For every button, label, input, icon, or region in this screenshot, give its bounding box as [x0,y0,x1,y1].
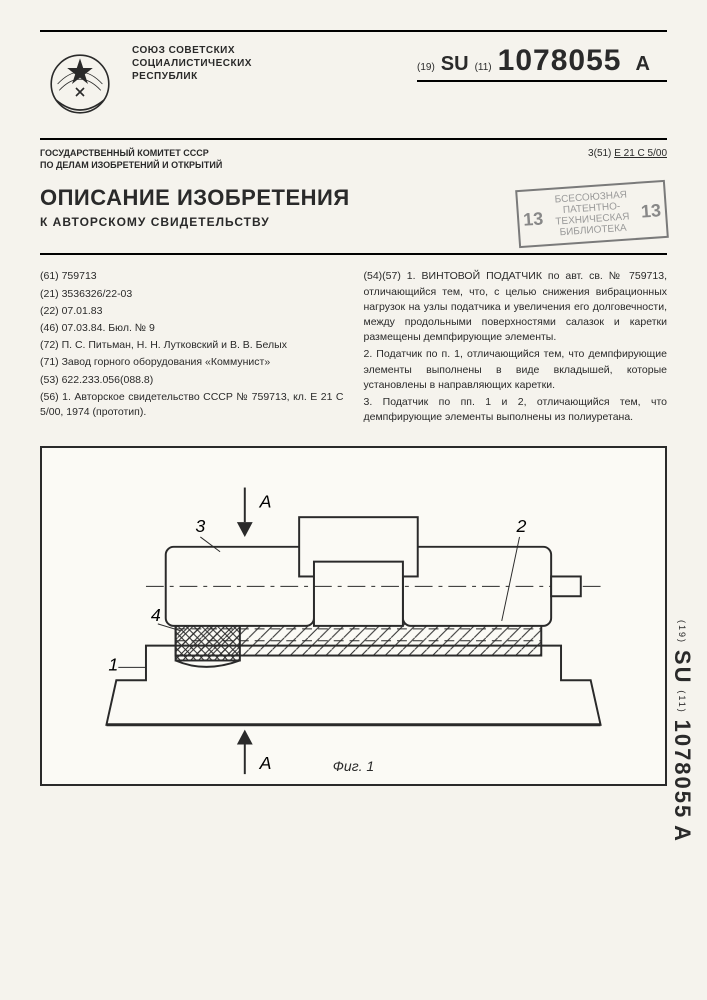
biblio-line: (72) П. С. Питьман, Н. Н. Лутковский и В… [40,338,344,353]
pubnum-underline [417,80,667,82]
field-11: (11) [475,62,492,73]
stamp-number: 13 [640,201,661,223]
issuer-line: РЕСПУБЛИК [132,70,252,83]
ipc-prefix: 3(51) [588,148,611,159]
left-column: (61) 759713 (21) 3536326/22-03 (22) 07.0… [40,269,344,427]
figure-1: A A 3 2 1 4 Фиг. 1 [40,446,667,786]
committee-line: ГОСУДАРСТВЕННЫЙ КОМИТЕТ СССР [40,148,222,160]
committee-text: ГОСУДАРСТВЕННЫЙ КОМИТЕТ СССР ПО ДЕЛАМ ИЗ… [40,148,222,171]
section-label-top: A [259,491,272,511]
svg-text:2: 2 [516,516,527,536]
biblio-line: (22) 07.01.83 [40,304,344,319]
figure-caption: Фиг. 1 [333,758,374,774]
abstract-claim-3: 3. Податчик по пп. 1 и 2, отличающийся т… [364,395,668,425]
side-publication-number: (19) SU (11) 1078055 A [669,620,695,843]
publication-number: (19) SU (11) 1078055 A [417,44,667,78]
abstract-claim-2: 2. Податчик по п. 1, отличающийся тем, ч… [364,347,668,393]
issuer-text: СОЮЗ СОВЕТСКИХ СОЦИАЛИСТИЧЕСКИХ РЕСПУБЛИ… [132,44,252,83]
pub-number: 1078055 [498,44,622,78]
country-code: SU [441,53,469,76]
biblio-line: (61) 759713 [40,269,344,284]
svg-text:3: 3 [195,516,205,536]
biblio-line: (21) 3536326/22-03 [40,287,344,302]
svg-text:1: 1 [108,654,118,674]
right-column: (54)(57) 1. ВИНТОВОЙ ПОДАТЧИК по авт. св… [364,269,668,427]
side-19: (19) [677,620,687,644]
rule-third [40,253,667,255]
svg-text:4: 4 [151,605,161,625]
title-row: ОПИСАНИЕ ИЗОБРЕТЕНИЯ К АВТОРСКОМУ СВИДЕТ… [40,185,667,243]
kind-code: A [635,53,649,76]
issuer-line: СОЮЗ СОВЕТСКИХ [132,44,252,57]
header-row: СОЮЗ СОВЕТСКИХ СОЦИАЛИСТИЧЕСКИХ РЕСПУБЛИ… [40,44,667,124]
biblio-line: (56) 1. Авторское свидетельство СССР № 7… [40,390,344,420]
document-title: ОПИСАНИЕ ИЗОБРЕТЕНИЯ [40,185,350,211]
biblio-line: (71) Завод горного оборудования «Коммуни… [40,355,344,370]
rule-top [40,30,667,32]
issuer-line: СОЦИАЛИСТИЧЕСКИХ [132,57,252,70]
rule-second [40,138,667,140]
side-kind: A [670,825,695,843]
ipc-classification: 3(51) E 21 C 5/00 [588,148,667,159]
bibliographic-columns: (61) 759713 (21) 3536326/22-03 (22) 07.0… [40,269,667,427]
library-stamp: 13 БСЕСОЮЗНАЯ ПАТЕНТНО- ТЕХНИЧЕСКАЯ БИБЛ… [515,180,669,248]
document-subtitle: К АВТОРСКОМУ СВИДЕТЕЛЬСТВУ [40,215,350,229]
side-number: 1078055 [670,720,695,820]
biblio-line: (53) 622.233.056(088.8) [40,373,344,388]
abstract-claim-1: (54)(57) 1. ВИНТОВОЙ ПОДАТЧИК по авт. св… [364,269,668,345]
stamp-number: 13 [523,209,544,231]
ipc-code: E 21 C 5/00 [614,148,667,159]
section-label-bottom: A [259,753,272,773]
side-11: (11) [677,690,687,713]
committee-line: ПО ДЕЛАМ ИЗОБРЕТЕНИЙ И ОТКРЫТИЙ [40,160,222,172]
side-country: SU [670,650,695,685]
biblio-line: (46) 07.03.84. Бюл. № 9 [40,321,344,336]
ussr-emblem [40,44,120,124]
committee-row: ГОСУДАРСТВЕННЫЙ КОМИТЕТ СССР ПО ДЕЛАМ ИЗ… [40,148,667,171]
field-19: (19) [417,62,435,73]
